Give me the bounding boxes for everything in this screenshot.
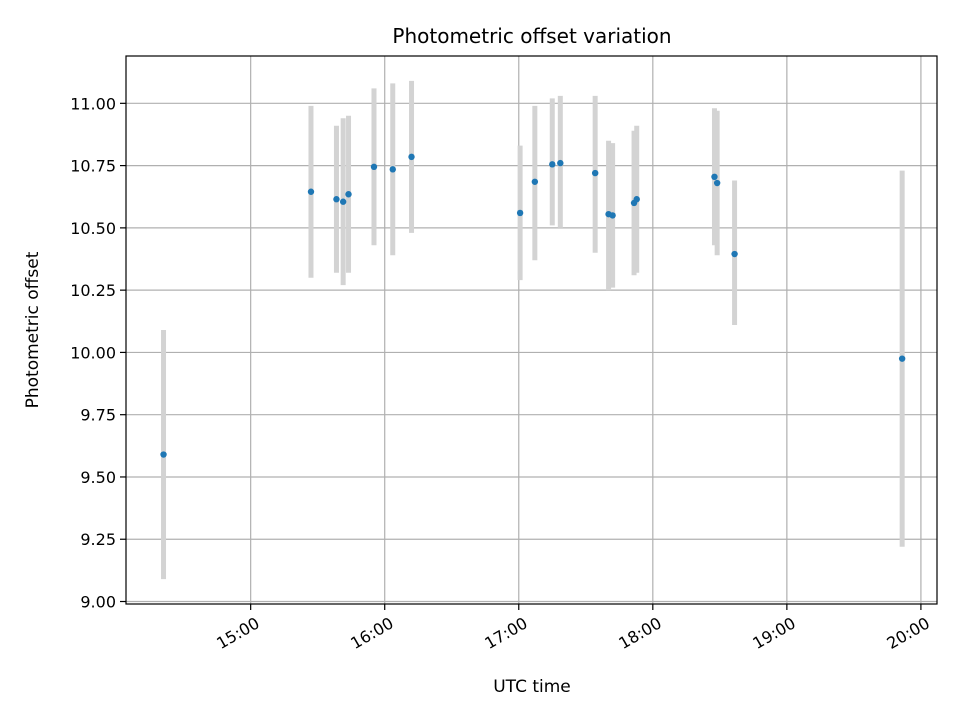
data-point xyxy=(408,153,415,161)
plot-frame xyxy=(125,55,938,605)
y-tick-label: 9.00 xyxy=(80,593,116,612)
data-point xyxy=(731,250,738,258)
x-tick-label: 17:00 xyxy=(481,613,530,653)
data-point xyxy=(711,173,718,181)
y-axis-ticks: 9.00 9.25 9.50 9.75 10.00 10.25 10.50 10.75 11.0… xyxy=(70,94,126,612)
data-point xyxy=(609,212,616,219)
x-tick-label: 16:00 xyxy=(347,613,396,653)
y-tick-label: 10.50 xyxy=(70,219,116,238)
data-point xyxy=(160,451,167,458)
data-point xyxy=(531,178,539,185)
x-axis-label: UTC time xyxy=(493,677,571,697)
data-point xyxy=(516,209,524,217)
data-point xyxy=(345,191,352,198)
data-point xyxy=(549,161,556,168)
data-point xyxy=(633,196,640,203)
y-tick-label: 9.75 xyxy=(80,406,116,425)
data-point xyxy=(333,196,340,203)
data-point xyxy=(307,188,315,195)
x-tick-label: 18:00 xyxy=(615,613,664,653)
error-bars xyxy=(161,80,905,580)
data-point xyxy=(713,179,721,187)
x-tick-label: 20:00 xyxy=(883,613,932,653)
data-point xyxy=(898,355,906,362)
y-tick-label: 9.50 xyxy=(80,468,116,487)
data-point xyxy=(389,166,396,173)
data-point xyxy=(557,159,564,167)
chart-title: Photometric offset variation xyxy=(392,24,671,48)
y-axis-label: Photometric offset xyxy=(23,251,43,408)
y-tick-label: 10.75 xyxy=(70,157,116,176)
data-point xyxy=(370,163,378,171)
data-point xyxy=(591,169,599,177)
data-point xyxy=(339,198,347,205)
y-tick-label: 10.25 xyxy=(70,281,116,300)
gridlines xyxy=(126,56,937,604)
x-axis-ticks: 15:00 16:00 17:00 18:00 19:00 20:00 xyxy=(213,604,933,653)
y-tick-label: 10.00 xyxy=(70,343,116,362)
data-points xyxy=(160,153,906,458)
x-tick-label: 15:00 xyxy=(213,613,262,653)
y-tick-label: 11.00 xyxy=(70,94,116,113)
y-tick-label: 9.25 xyxy=(80,530,116,549)
x-tick-label: 19:00 xyxy=(749,613,798,653)
